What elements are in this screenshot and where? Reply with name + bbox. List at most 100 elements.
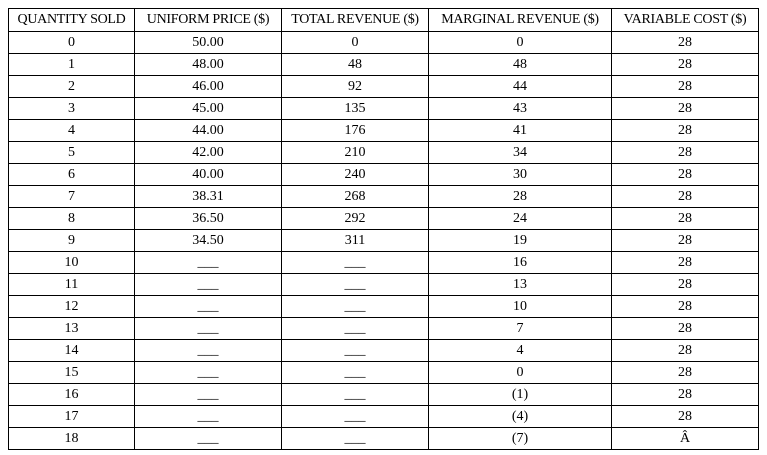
- table-cell: 8: [8, 207, 135, 230]
- table-cell: 44.00: [134, 119, 282, 142]
- table-cell: 28: [611, 31, 759, 54]
- table-cell: 11: [8, 273, 135, 296]
- table-cell: 48: [281, 53, 429, 76]
- table-cell: 28: [611, 163, 759, 186]
- table-cell: 48.00: [134, 53, 282, 76]
- table-cell: 92: [281, 75, 429, 98]
- table-cell: 16: [428, 251, 612, 274]
- table-cell: 0: [428, 361, 612, 384]
- table-cell: (7): [428, 427, 612, 450]
- table-cell: 40.00: [134, 163, 282, 186]
- table-cell: 7: [8, 185, 135, 208]
- table-cell: 0: [8, 31, 135, 54]
- table-cell: 9: [8, 229, 135, 252]
- table-row: 3 45.00 135 43 28: [8, 97, 759, 120]
- table-cell: 7: [428, 317, 612, 340]
- table-cell: ___: [134, 273, 282, 296]
- table-cell: 14: [8, 339, 135, 362]
- column-header: QUANTITY SOLD: [8, 8, 135, 32]
- table-cell: 28: [611, 207, 759, 230]
- table-cell: ___: [281, 251, 429, 274]
- table-cell: 4: [428, 339, 612, 362]
- table-cell: 16: [8, 383, 135, 406]
- table-row: 17 ___ ___ (4) 28: [8, 405, 759, 428]
- table-cell: 50.00: [134, 31, 282, 54]
- table-cell: 43: [428, 97, 612, 120]
- table-cell: ___: [134, 361, 282, 384]
- table-cell: ___: [134, 317, 282, 340]
- table-cell: ___: [281, 273, 429, 296]
- table-cell: 28: [611, 405, 759, 428]
- table-cell: 36.50: [134, 207, 282, 230]
- table-cell: 5: [8, 141, 135, 164]
- table-row: 10 ___ ___ 16 28: [8, 251, 759, 274]
- table-row: 1 48.00 48 48 28: [8, 53, 759, 76]
- table-cell: 46.00: [134, 75, 282, 98]
- table-cell: 0: [428, 31, 612, 54]
- table-cell: 6: [8, 163, 135, 186]
- table-cell: ___: [281, 427, 429, 450]
- column-header: TOTAL REVENUE ($): [281, 8, 429, 32]
- table-cell: ___: [134, 339, 282, 362]
- table-cell: 38.31: [134, 185, 282, 208]
- table-cell: 28: [611, 229, 759, 252]
- table-cell: 12: [8, 295, 135, 318]
- table-cell: 176: [281, 119, 429, 142]
- header-row: QUANTITY SOLD UNIFORM PRICE ($) TOTAL REVE…: [8, 8, 759, 32]
- table-cell: 48: [428, 53, 612, 76]
- table-cell: 28: [611, 339, 759, 362]
- table-cell: 42.00: [134, 141, 282, 164]
- table-cell: 2: [8, 75, 135, 98]
- table-cell: 28: [611, 361, 759, 384]
- table-cell: 4: [8, 119, 135, 142]
- table-cell: 311: [281, 229, 429, 252]
- table-cell: 292: [281, 207, 429, 230]
- table-cell: 240: [281, 163, 429, 186]
- table-row: 9 34.50 311 19 28: [8, 229, 759, 252]
- table-cell: 1: [8, 53, 135, 76]
- table-cell: 10: [8, 251, 135, 274]
- table-cell: 34.50: [134, 229, 282, 252]
- table-cell: 28: [611, 251, 759, 274]
- table-cell: 210: [281, 141, 429, 164]
- table-cell: ___: [134, 251, 282, 274]
- table-cell: 13: [8, 317, 135, 340]
- table-cell: 0: [281, 31, 429, 54]
- table-cell: 28: [611, 75, 759, 98]
- table-row: 5 42.00 210 34 28: [8, 141, 759, 164]
- table-cell: (4): [428, 405, 612, 428]
- table-row: 11 ___ ___ 13 28: [8, 273, 759, 296]
- table-cell: ___: [134, 405, 282, 428]
- column-header: UNIFORM PRICE ($): [134, 8, 282, 32]
- table-cell: 15: [8, 361, 135, 384]
- table-cell: 28: [611, 317, 759, 340]
- table-row: 16 ___ ___ (1) 28: [8, 383, 759, 406]
- table-cell: ___: [281, 339, 429, 362]
- table-cell: 28: [611, 141, 759, 164]
- table-cell: 10: [428, 295, 612, 318]
- table-cell: 34: [428, 141, 612, 164]
- table-cell: (1): [428, 383, 612, 406]
- table-cell: 30: [428, 163, 612, 186]
- table-cell: 268: [281, 185, 429, 208]
- table-cell: ___: [134, 383, 282, 406]
- table-row: 4 44.00 176 41 28: [8, 119, 759, 142]
- table-cell: 45.00: [134, 97, 282, 120]
- table-cell: 28: [611, 273, 759, 296]
- table-cell: 135: [281, 97, 429, 120]
- table-cell: ___: [281, 361, 429, 384]
- table-row: 8 36.50 292 24 28: [8, 207, 759, 230]
- table-cell: 28: [611, 185, 759, 208]
- table-cell: 28: [611, 295, 759, 318]
- table-row: 2 46.00 92 44 28: [8, 75, 759, 98]
- table-row: 18 ___ ___ (7) Â: [8, 427, 759, 450]
- table-cell: 17: [8, 405, 135, 428]
- table-cell: 41: [428, 119, 612, 142]
- table-cell: 28: [611, 119, 759, 142]
- table-cell: ___: [281, 317, 429, 340]
- table-cell: ___: [281, 405, 429, 428]
- column-header: MARGINAL REVENUE ($): [428, 8, 612, 32]
- column-header: VARIABLE COST ($): [611, 8, 759, 32]
- table-row: 6 40.00 240 30 28: [8, 163, 759, 186]
